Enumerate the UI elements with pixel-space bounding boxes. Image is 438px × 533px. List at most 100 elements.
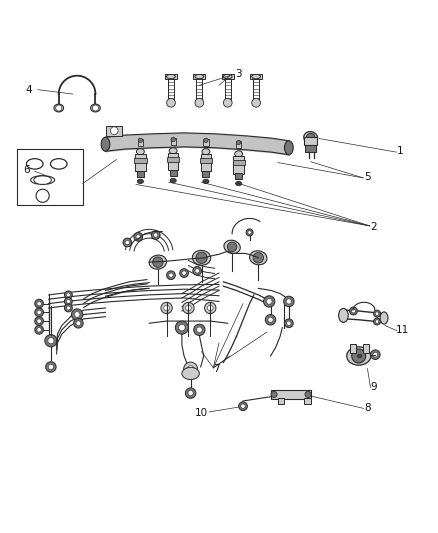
Bar	[137, 171, 144, 177]
Circle shape	[35, 308, 43, 317]
Bar	[304, 398, 311, 403]
Circle shape	[188, 391, 193, 395]
Circle shape	[246, 229, 253, 236]
Circle shape	[37, 310, 41, 314]
Bar	[138, 139, 143, 146]
Bar	[305, 145, 316, 152]
Circle shape	[37, 302, 41, 306]
Circle shape	[76, 321, 81, 326]
Circle shape	[183, 302, 194, 313]
Bar	[167, 157, 179, 161]
Circle shape	[287, 321, 291, 326]
Circle shape	[153, 233, 158, 237]
Circle shape	[352, 349, 366, 363]
Circle shape	[271, 391, 277, 398]
Ellipse shape	[182, 367, 199, 379]
Circle shape	[45, 335, 57, 347]
Circle shape	[284, 296, 294, 306]
Bar	[170, 138, 176, 144]
Bar	[193, 75, 205, 79]
Circle shape	[180, 269, 188, 277]
Circle shape	[248, 231, 251, 234]
Circle shape	[151, 231, 160, 239]
Circle shape	[305, 391, 311, 398]
Ellipse shape	[203, 179, 209, 183]
Ellipse shape	[195, 75, 204, 79]
Circle shape	[56, 105, 62, 111]
Circle shape	[169, 273, 173, 277]
Ellipse shape	[170, 179, 176, 183]
Text: 9: 9	[371, 382, 377, 392]
Circle shape	[92, 105, 99, 111]
Bar	[135, 154, 146, 171]
Circle shape	[227, 242, 237, 252]
Bar	[165, 75, 177, 79]
Bar	[363, 344, 369, 353]
Ellipse shape	[223, 75, 232, 79]
Circle shape	[195, 99, 204, 107]
Circle shape	[252, 99, 261, 107]
Circle shape	[136, 235, 141, 239]
Circle shape	[186, 305, 191, 311]
Circle shape	[134, 232, 143, 241]
Circle shape	[152, 257, 163, 268]
Ellipse shape	[137, 149, 145, 155]
Ellipse shape	[91, 104, 100, 112]
Ellipse shape	[250, 251, 267, 265]
Circle shape	[123, 238, 132, 247]
Bar	[236, 141, 241, 148]
Circle shape	[265, 314, 276, 325]
Text: 3: 3	[235, 69, 242, 79]
Ellipse shape	[101, 138, 110, 151]
Circle shape	[197, 327, 202, 333]
Text: 7: 7	[213, 364, 220, 374]
Circle shape	[166, 271, 175, 280]
Circle shape	[138, 138, 143, 142]
Ellipse shape	[347, 347, 371, 365]
Ellipse shape	[202, 149, 210, 155]
Bar	[170, 170, 177, 176]
Ellipse shape	[252, 75, 261, 79]
Bar	[106, 126, 122, 135]
Circle shape	[166, 99, 175, 107]
Circle shape	[193, 266, 201, 275]
Circle shape	[64, 297, 72, 305]
Circle shape	[35, 326, 43, 334]
Bar	[134, 158, 147, 163]
Ellipse shape	[285, 141, 293, 155]
Ellipse shape	[169, 148, 177, 154]
Bar	[233, 156, 244, 174]
Circle shape	[185, 388, 196, 398]
Circle shape	[205, 302, 216, 313]
Bar	[201, 154, 211, 171]
Ellipse shape	[54, 104, 64, 112]
Text: 2: 2	[371, 222, 377, 232]
Circle shape	[184, 362, 198, 376]
Circle shape	[196, 252, 207, 263]
Text: 11: 11	[396, 325, 409, 335]
Bar	[168, 153, 178, 171]
Circle shape	[375, 312, 379, 316]
Circle shape	[110, 127, 118, 135]
Text: 6: 6	[24, 165, 30, 175]
Circle shape	[35, 317, 43, 326]
Ellipse shape	[380, 312, 388, 324]
Ellipse shape	[149, 255, 166, 269]
Circle shape	[175, 321, 188, 334]
Circle shape	[48, 364, 53, 369]
Circle shape	[46, 362, 56, 372]
Circle shape	[35, 299, 43, 308]
Circle shape	[48, 338, 54, 344]
Circle shape	[285, 319, 293, 328]
Ellipse shape	[304, 132, 318, 144]
Ellipse shape	[166, 75, 175, 79]
Circle shape	[239, 402, 247, 410]
Bar	[222, 75, 234, 79]
Circle shape	[241, 404, 245, 408]
Circle shape	[37, 319, 41, 323]
Circle shape	[374, 310, 381, 317]
Circle shape	[64, 291, 72, 299]
Ellipse shape	[138, 179, 144, 183]
Circle shape	[125, 240, 130, 245]
Circle shape	[286, 299, 291, 304]
